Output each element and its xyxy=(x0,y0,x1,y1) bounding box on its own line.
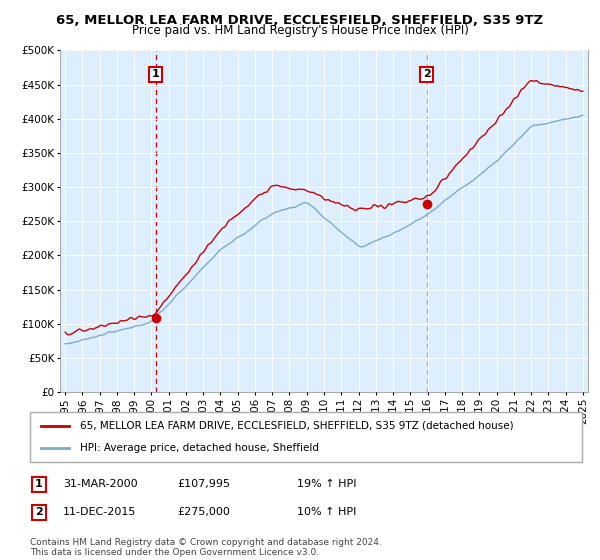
Text: 1: 1 xyxy=(35,479,43,489)
Text: 1: 1 xyxy=(152,69,160,80)
Text: £107,995: £107,995 xyxy=(177,479,230,489)
Text: Price paid vs. HM Land Registry's House Price Index (HPI): Price paid vs. HM Land Registry's House … xyxy=(131,24,469,37)
Text: £275,000: £275,000 xyxy=(177,507,230,517)
Text: 11-DEC-2015: 11-DEC-2015 xyxy=(63,507,136,517)
Text: Contains HM Land Registry data © Crown copyright and database right 2024.
This d: Contains HM Land Registry data © Crown c… xyxy=(30,538,382,557)
FancyBboxPatch shape xyxy=(30,412,582,462)
Text: 19% ↑ HPI: 19% ↑ HPI xyxy=(297,479,356,489)
Text: 65, MELLOR LEA FARM DRIVE, ECCLESFIELD, SHEFFIELD, S35 9TZ: 65, MELLOR LEA FARM DRIVE, ECCLESFIELD, … xyxy=(56,14,544,27)
Text: 2: 2 xyxy=(35,507,43,517)
Text: HPI: Average price, detached house, Sheffield: HPI: Average price, detached house, Shef… xyxy=(80,443,319,453)
Text: 10% ↑ HPI: 10% ↑ HPI xyxy=(297,507,356,517)
Text: 31-MAR-2000: 31-MAR-2000 xyxy=(63,479,137,489)
Text: 2: 2 xyxy=(423,69,431,80)
Text: 65, MELLOR LEA FARM DRIVE, ECCLESFIELD, SHEFFIELD, S35 9TZ (detached house): 65, MELLOR LEA FARM DRIVE, ECCLESFIELD, … xyxy=(80,421,514,431)
